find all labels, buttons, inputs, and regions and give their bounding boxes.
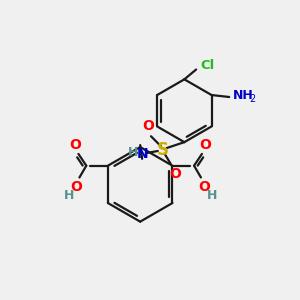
Text: O: O bbox=[199, 138, 211, 152]
Text: NH: NH bbox=[233, 88, 254, 101]
Text: 2: 2 bbox=[249, 94, 255, 104]
Text: O: O bbox=[142, 119, 154, 134]
Text: O: O bbox=[198, 180, 210, 194]
Text: N: N bbox=[136, 147, 148, 161]
Text: H: H bbox=[207, 189, 217, 202]
Text: H: H bbox=[128, 146, 139, 159]
Text: O: O bbox=[70, 180, 83, 194]
Text: O: O bbox=[70, 138, 81, 152]
Text: H: H bbox=[63, 189, 74, 202]
Text: S: S bbox=[157, 141, 169, 159]
Text: O: O bbox=[169, 167, 181, 181]
Text: Cl: Cl bbox=[200, 59, 214, 72]
